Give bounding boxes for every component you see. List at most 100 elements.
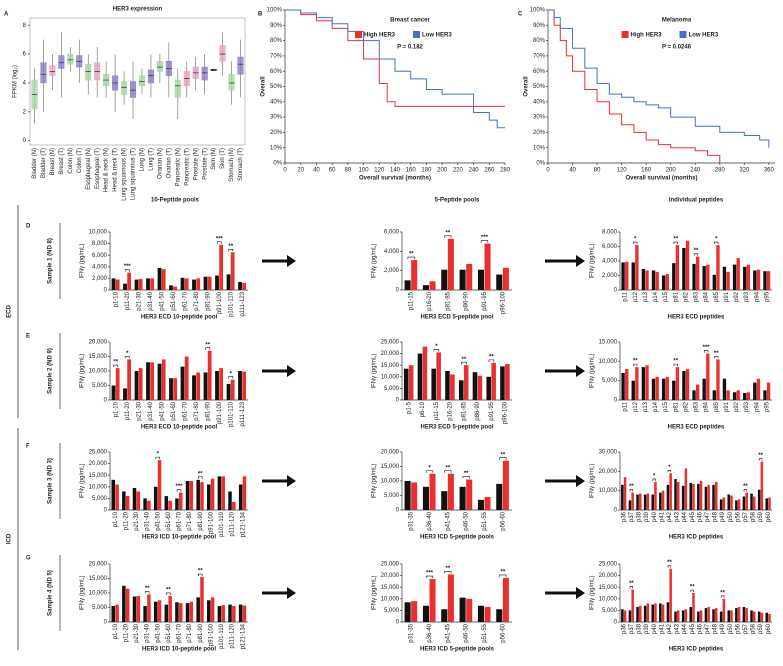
x-tick-label: p61-70 <box>177 511 183 530</box>
box <box>85 63 92 81</box>
x-tick-label: p48 <box>713 623 719 634</box>
x-tick-label: 0 <box>283 168 287 174</box>
box <box>174 79 181 98</box>
x-tick-label: p11-15 <box>434 401 440 420</box>
bar <box>230 379 235 400</box>
bar <box>722 497 726 510</box>
x-tick-label: p11-20 <box>124 623 130 642</box>
x-tick-label: p45 <box>690 623 696 634</box>
x-tick-label: Head & neck (N) <box>104 148 110 192</box>
y-axis-label: Overall <box>261 76 267 97</box>
bar <box>753 496 756 510</box>
bar <box>411 601 418 622</box>
bar <box>228 491 232 510</box>
y-tick-label: 25,000 <box>599 562 618 568</box>
bar <box>661 604 665 622</box>
significance-bracket <box>690 589 694 592</box>
x-tick-label: p96-100 <box>503 401 509 424</box>
bar <box>643 494 647 510</box>
y-tick-label: 0% <box>536 161 545 167</box>
bar <box>659 603 662 622</box>
x-tick-label: p111-120 <box>230 511 236 536</box>
significance-label: ** <box>673 237 678 243</box>
x-tick-label: p59 <box>758 623 764 634</box>
x-tick-label: Stomach (N) <box>229 148 235 182</box>
y-tick-label: 70% <box>533 53 546 59</box>
significance-bracket <box>444 571 452 574</box>
bar <box>753 270 757 290</box>
x-tick-label: p11-20 <box>124 511 130 530</box>
x-tick-label: p47 <box>705 511 711 522</box>
x-axis-label: HER3 ECD peptides <box>668 425 725 431</box>
x-tick-label: 0 <box>546 168 550 174</box>
bar <box>646 493 650 510</box>
y-tick-label: 4 <box>23 81 27 87</box>
significance-bracket <box>166 592 171 595</box>
bar <box>625 261 629 290</box>
y-tick-label: 2,000 <box>384 268 400 274</box>
x-tick-label: p92 <box>734 291 740 302</box>
y-tick-label: 30% <box>533 115 546 121</box>
bar <box>200 482 204 510</box>
significance-label: ** <box>462 357 467 363</box>
x-tick-label: p61-70 <box>177 623 183 642</box>
box <box>147 69 154 84</box>
bar <box>712 484 715 510</box>
significance-label: ** <box>667 560 672 566</box>
p-value: P = 0.182 <box>397 45 423 51</box>
y-tick-label: 10,000 <box>89 369 108 375</box>
y-tick-label: 8,000 <box>92 241 108 247</box>
bar <box>134 371 139 400</box>
bar <box>242 283 247 290</box>
x-tick-label: Pancreatic (T) <box>184 148 190 186</box>
x-axis-label: HER3 ECD peptides <box>668 315 725 321</box>
x-tick-label: Colon (T) <box>77 148 83 173</box>
bar <box>502 577 509 622</box>
bar <box>196 479 200 510</box>
y-tick-label: 10% <box>533 145 546 151</box>
bar <box>134 279 139 290</box>
bar <box>203 276 208 290</box>
x-tick-label: p86-90 <box>475 401 481 420</box>
x-tick-label: p1-10 <box>113 623 119 639</box>
bar <box>466 479 473 510</box>
bar <box>447 574 454 622</box>
legend-label: High HER3 <box>364 33 396 39</box>
x-tick-label: p41 <box>659 511 665 522</box>
bar <box>179 492 183 510</box>
bar <box>429 473 436 510</box>
x-tick-label: p49 <box>720 511 726 522</box>
x-tick-label: p81-85 <box>445 291 451 310</box>
x-tick-label: p41-50 <box>159 401 165 420</box>
bar <box>459 597 466 622</box>
bar <box>207 350 212 400</box>
bar <box>684 468 688 510</box>
y-tick-label: 100% <box>530 8 546 14</box>
arrow-head <box>287 365 296 377</box>
bar <box>712 274 716 290</box>
x-axis-label: Overall survival (months) <box>625 176 697 182</box>
box <box>58 55 65 69</box>
x-tick-label: p101-110 <box>228 401 234 427</box>
x-tick-label: p83 <box>694 401 700 412</box>
x-tick-label: p85 <box>714 401 720 412</box>
significance-label: *** <box>124 264 132 270</box>
row-label: Sample 2 (ND 9) <box>48 348 54 394</box>
x-tick-label: p50 <box>728 623 734 634</box>
y-tick-label: 20,000 <box>381 573 400 579</box>
bar <box>625 369 629 400</box>
survival-curve <box>548 9 770 148</box>
group-label: ECD <box>7 305 13 318</box>
bar <box>422 346 428 400</box>
y-tick-label: 50% <box>533 84 546 90</box>
y-axis-label: IFNγ (pg/mL) <box>372 575 378 610</box>
bar <box>639 605 642 622</box>
bar <box>727 610 730 622</box>
legend-label: High HER3 <box>631 33 663 39</box>
significance-label: ** <box>145 586 150 592</box>
bar <box>472 372 478 400</box>
significance-label: * <box>428 465 431 471</box>
y-tick-label: 10,000 <box>89 484 108 490</box>
box <box>129 81 137 98</box>
y-tick-label: 5,000 <box>384 386 400 392</box>
